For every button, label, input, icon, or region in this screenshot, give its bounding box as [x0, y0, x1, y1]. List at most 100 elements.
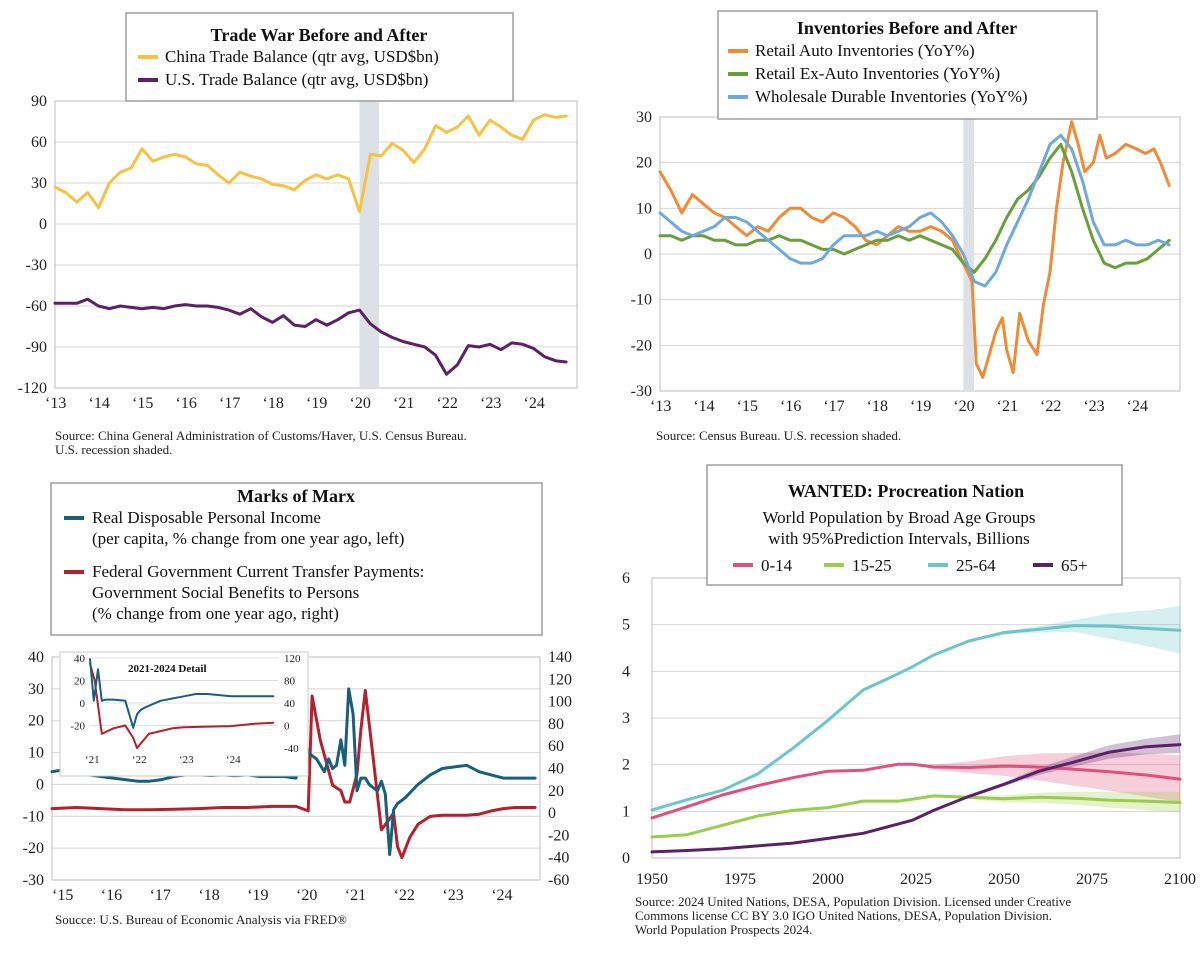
x-tick-label: ‘13: [650, 398, 671, 415]
x-tick-label: ‘16: [780, 398, 801, 415]
legend-label: Retail Auto Inventories (YoY%): [755, 41, 975, 60]
legend-label: 15-25: [852, 556, 892, 575]
y-tick-label: 1: [622, 803, 630, 820]
y-right-tick-label: 0: [548, 805, 556, 822]
y-tick-label: 0: [39, 216, 47, 233]
x-tick-label: 1975: [724, 871, 756, 888]
source-note: World Population Prospects 2024.: [635, 922, 812, 937]
wholesale-durable-line: [658, 133, 1171, 288]
x-tick-label: ‘24: [491, 887, 512, 904]
source-note: Source: Census Bureau. U.S. recession sh…: [656, 428, 901, 443]
y-tick-label: -30: [23, 872, 44, 889]
y-tick-label: -30: [26, 257, 47, 274]
age-15-25-line: [650, 794, 1182, 839]
x-tick-label: ‘14: [693, 398, 714, 415]
age-25-64-interval-band: [912, 606, 1180, 667]
chart-title: Inventories Before and After: [797, 18, 1017, 38]
y-right-tick-label: 100: [548, 694, 572, 711]
y-tick-label: 10: [636, 200, 652, 217]
legend-box: [717, 10, 1098, 120]
inset-y-right-tick-label: 40: [284, 698, 296, 710]
inset-income-line: [89, 658, 275, 729]
source-note: Commons license CC BY 3.0 IGO United Nat…: [635, 908, 1052, 923]
y-right-tick-label: 80: [548, 716, 564, 733]
inset-y-right-tick-label: 0: [284, 721, 290, 733]
y-tick-label: 6: [622, 570, 630, 587]
y-tick-label: -90: [26, 339, 47, 356]
recession-shade: [963, 117, 975, 391]
legend-label: 0-14: [761, 556, 793, 575]
inventories-panel: 30 20 10 0 -10 -20 -30‘13 ‘14 ‘15 ‘16 ‘17 ‘18 ‘19 ‘20…: [631, 10, 1181, 443]
x-tick-label: ‘22: [1040, 398, 1061, 415]
y-right-tick-label: 20: [548, 783, 564, 800]
legend-label: (% change from one year ago, right): [92, 604, 339, 623]
y-tick-label: -30: [631, 383, 652, 400]
x-tick-label: ‘22: [437, 395, 458, 412]
x-tick-label: ‘14: [89, 395, 110, 412]
y-tick-label: 2: [622, 757, 630, 774]
chart-title: Marks of Marx: [237, 486, 355, 506]
y-tick-label: 20: [636, 155, 652, 172]
disposable-income-line: [50, 687, 537, 856]
x-tick-label: 2100: [1164, 871, 1196, 888]
y-tick-label: -60: [26, 298, 47, 315]
x-tick-label: ‘21: [345, 887, 366, 904]
y-tick-label: 20: [28, 713, 44, 730]
legend-label: Wholesale Durable Inventories (YoY%): [755, 87, 1028, 106]
inset-box: [59, 651, 309, 777]
y-tick-label: 30: [28, 681, 44, 698]
recession-shade: [359, 101, 380, 388]
x-tick-label: ‘21: [393, 395, 414, 412]
legend-label: 25-64: [956, 556, 996, 575]
x-tick-label: ‘17: [823, 398, 844, 415]
age-65-plus-interval-band: [912, 734, 1180, 821]
y-tick-label: 5: [622, 617, 630, 634]
x-tick-label: ‘24: [524, 395, 545, 412]
inset-y-tick-label: 20: [74, 676, 86, 688]
retail-ex-auto-line: [658, 142, 1171, 274]
inset-title: 2021-2024 Detail: [128, 663, 207, 675]
legend-label: China Trade Balance (qtr avg, USD$bn): [165, 47, 439, 66]
y-tick-label: 30: [636, 109, 652, 126]
age-65-plus-line: [650, 743, 1182, 854]
x-tick-label: ‘21: [997, 398, 1018, 415]
x-tick-label: 2075: [1076, 871, 1108, 888]
chart-subtitle: with 95%Prediction Intervals, Billions: [768, 529, 1030, 548]
x-tick-label: 1950: [636, 871, 668, 888]
age-25-64-line: [650, 624, 1182, 812]
x-tick-label: ‘15: [132, 395, 153, 412]
inset-y-tick-label: 40: [74, 653, 86, 665]
legend-label: Real Disposable Personal Income: [92, 508, 321, 527]
us-trade-balance-line: [53, 297, 568, 376]
x-tick-label: ‘20: [953, 398, 974, 415]
y-tick-label: 40: [28, 649, 44, 666]
y-tick-label: 10: [28, 745, 44, 762]
trade-war-panel: 90 60 30 0 -30 -60 -90 -120‘13 ‘14 ‘15 ‘16 ‘17 ‘18 ‘1…: [18, 12, 578, 457]
inset-x-tick-label: ‘21: [85, 754, 100, 766]
age-0-14-line: [650, 762, 1182, 820]
y-tick-label: -10: [631, 292, 652, 309]
y-right-tick-label: -60: [548, 872, 569, 889]
inset-x-tick-label: ‘22: [132, 754, 147, 766]
chart-title: Trade War Before and After: [211, 25, 428, 45]
y-tick-label: 30: [31, 175, 47, 192]
x-tick-label: ‘24: [1127, 398, 1148, 415]
china-trade-balance-line: [53, 113, 568, 214]
inset-y-right-tick-label: 120: [284, 653, 301, 665]
y-right-tick-label: -40: [548, 850, 569, 867]
y-right-tick-label: 120: [548, 671, 572, 688]
y-tick-label: 0: [622, 850, 630, 867]
chart-title: WANTED: Procreation Nation: [788, 481, 1024, 501]
x-tick-label: ‘23: [1083, 398, 1104, 415]
y-tick-label: 90: [31, 93, 47, 110]
inset-y-tick-label: 0: [80, 698, 86, 710]
x-tick-label: ‘16: [176, 395, 197, 412]
x-tick-label: ‘17: [150, 887, 171, 904]
legend-label: (per capita, % change from one year ago,…: [92, 529, 404, 548]
y-tick-label: -20: [631, 337, 652, 354]
x-tick-label: ‘22: [394, 887, 415, 904]
y-right-tick-label: 140: [548, 649, 572, 666]
legend-label: U.S. Trade Balance (qtr avg, USD$bn): [165, 70, 428, 89]
legend-box: [125, 12, 514, 102]
